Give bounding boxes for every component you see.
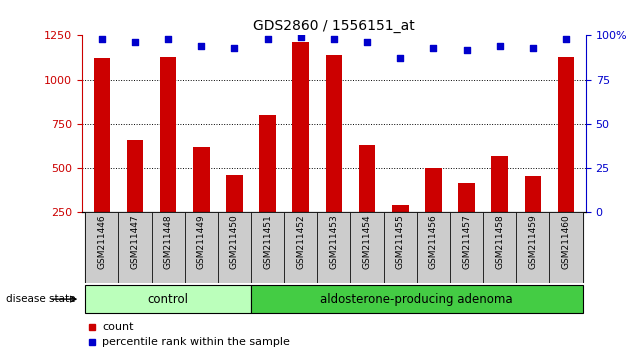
Point [329,36,339,42]
Point [395,56,405,61]
Bar [326,55,342,257]
Text: control: control [147,293,188,306]
FancyBboxPatch shape [85,285,251,314]
Text: GSM211450: GSM211450 [230,215,239,269]
Bar [160,57,176,257]
Text: GSM211456: GSM211456 [429,215,438,269]
FancyBboxPatch shape [118,212,152,283]
FancyBboxPatch shape [152,212,185,283]
Point [495,43,505,49]
Point [130,40,140,45]
FancyBboxPatch shape [284,212,318,283]
Text: percentile rank within the sample: percentile rank within the sample [102,337,290,348]
Bar [425,168,442,257]
FancyBboxPatch shape [318,212,350,283]
Point [196,43,206,49]
Point [263,36,273,42]
Text: disease state: disease state [6,294,76,304]
FancyBboxPatch shape [417,212,450,283]
Bar [127,140,143,257]
Point [163,36,173,42]
Bar [292,42,309,257]
FancyBboxPatch shape [350,212,384,283]
Text: GSM211458: GSM211458 [495,215,504,269]
FancyBboxPatch shape [483,212,516,283]
Point [528,45,538,51]
Point [561,36,571,42]
FancyBboxPatch shape [549,212,583,283]
Bar [558,57,575,257]
Text: GSM211452: GSM211452 [296,215,306,269]
Text: GSM211457: GSM211457 [462,215,471,269]
Text: GSM211451: GSM211451 [263,215,272,269]
Point [295,34,306,40]
Text: aldosterone-producing adenoma: aldosterone-producing adenoma [321,293,513,306]
Bar [458,183,475,257]
Text: GSM211459: GSM211459 [529,215,537,269]
Bar [260,115,276,257]
Text: count: count [102,321,134,332]
Bar [392,205,408,257]
Bar [491,156,508,257]
Text: GSM211455: GSM211455 [396,215,404,269]
Text: GSM211447: GSM211447 [130,215,139,269]
FancyBboxPatch shape [516,212,549,283]
Point [462,47,472,52]
Point [229,45,239,51]
Text: GSM211454: GSM211454 [362,215,372,269]
Point [362,40,372,45]
FancyBboxPatch shape [384,212,417,283]
FancyBboxPatch shape [185,212,218,283]
Text: GSM211460: GSM211460 [561,215,571,269]
Title: GDS2860 / 1556151_at: GDS2860 / 1556151_at [253,19,415,33]
Text: GSM211446: GSM211446 [97,215,106,269]
Text: GSM211453: GSM211453 [329,215,338,269]
FancyBboxPatch shape [251,212,284,283]
FancyBboxPatch shape [85,212,118,283]
FancyBboxPatch shape [251,285,583,314]
Bar [93,58,110,257]
Bar [193,147,210,257]
FancyBboxPatch shape [218,212,251,283]
Point [428,45,438,51]
Text: GSM211448: GSM211448 [164,215,173,269]
Bar [525,176,541,257]
FancyBboxPatch shape [450,212,483,283]
Bar [358,145,375,257]
Point [97,36,107,42]
Text: GSM211449: GSM211449 [197,215,206,269]
Bar [226,175,243,257]
